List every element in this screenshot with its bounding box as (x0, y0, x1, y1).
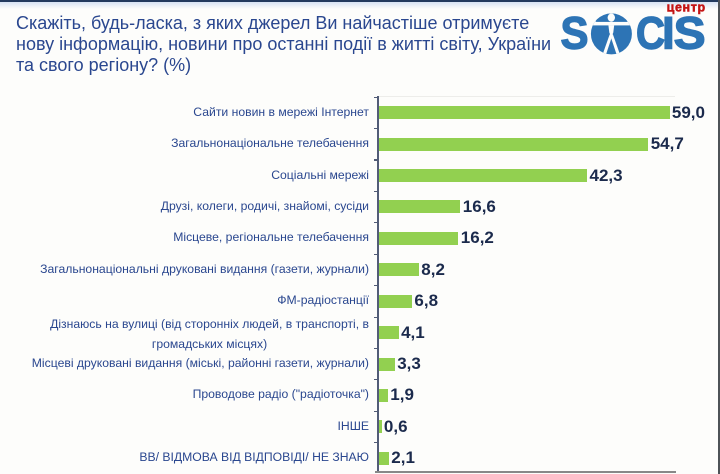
svg-text:S: S (674, 7, 706, 58)
svg-text:центр: центр (667, 0, 706, 14)
svg-text:I: I (662, 7, 675, 58)
svg-text:S: S (561, 7, 589, 58)
svg-text:C: C (636, 7, 665, 58)
